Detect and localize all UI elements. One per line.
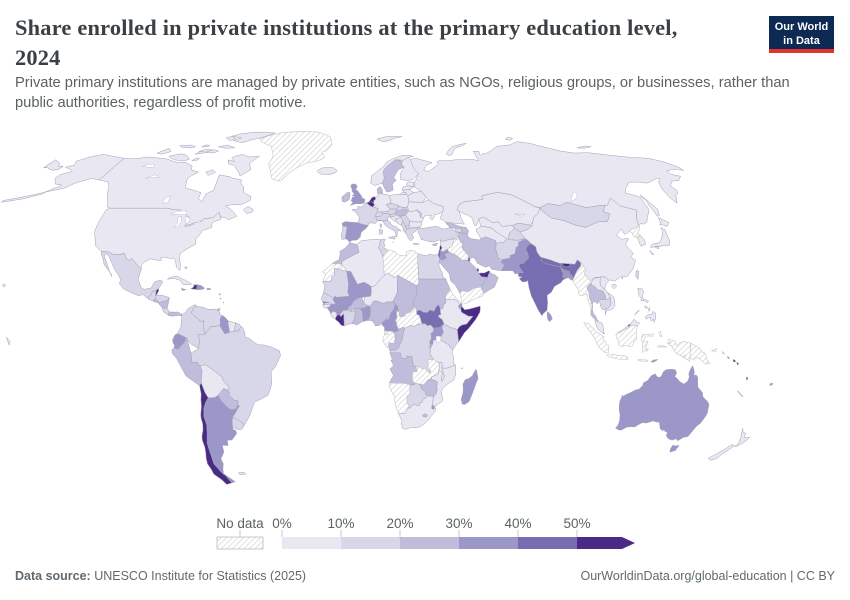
svg-text:No data: No data	[216, 516, 264, 531]
svg-text:30%: 30%	[445, 516, 472, 531]
svg-text:50%: 50%	[563, 516, 590, 531]
svg-text:0%: 0%	[272, 516, 292, 531]
svg-text:40%: 40%	[504, 516, 531, 531]
svg-text:20%: 20%	[386, 516, 413, 531]
svg-text:10%: 10%	[327, 516, 354, 531]
